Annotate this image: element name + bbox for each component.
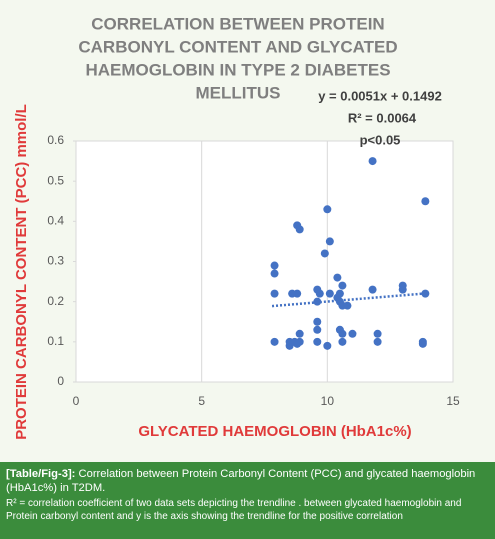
point [270,261,279,270]
point [325,237,334,246]
point [313,337,322,346]
annotation: p<0.05 [360,132,401,147]
point [270,289,279,298]
point [333,273,342,282]
annotation: R² = 0.0064 [348,110,417,125]
point [338,329,347,338]
point [270,337,279,346]
point [295,337,304,346]
caption-text: Correlation between Protein Carbonyl Con… [6,468,476,494]
point [338,281,347,290]
y-tick-label: 0.5 [47,173,64,187]
point [398,285,407,294]
caption-note: R² = correlation coefficient of two data… [6,498,462,522]
point [315,289,324,298]
caption-label: [Table/Fig-3]: [6,468,76,480]
x-tick-label: 0 [73,394,80,408]
y-tick-label: 0.6 [47,133,64,147]
point [421,197,430,206]
plot-area [75,140,454,383]
point [323,341,332,350]
point [293,289,302,298]
point [338,337,347,346]
point [313,317,322,326]
x-tick-label: 10 [321,394,335,408]
caption: [Table/Fig-3]: Correlation between Prote… [0,462,495,539]
x-tick-label: 15 [446,394,460,408]
point [295,225,304,234]
point [313,297,322,306]
y-tick-label: 0 [57,374,64,388]
point [418,339,427,348]
chart-title: CORRELATION BETWEEN PROTEIN [91,14,384,33]
point [368,285,377,294]
y-axis-label: PROTEIN CARBONYL CONTENT (PCC) mmol/L [13,104,30,440]
point [373,329,382,338]
point [323,205,332,214]
chart-title: CARBONYL CONTENT AND GLYCATED [78,37,397,56]
x-tick-label: 5 [198,394,205,408]
point [343,301,352,310]
y-tick-label: 0.3 [47,254,64,268]
point [320,249,329,258]
point [373,337,382,346]
y-tick-label: 0.2 [47,294,64,308]
x-axis-label: GLYCATED HAEMOGLOBIN (HbA1c%) [138,423,411,440]
point [335,289,344,298]
chart: CORRELATION BETWEEN PROTEIN CARBONYL CONT… [13,14,460,440]
point [348,329,357,338]
point [313,325,322,334]
point [368,157,377,166]
chart-title: MELLITUS [196,83,281,102]
y-tick-label: 0.4 [47,214,64,228]
point [295,329,304,338]
chart-title: HAEMOGLOBIN IN TYPE 2 DIABETES [85,60,390,79]
point [270,269,279,278]
point [421,289,430,298]
y-tick-label: 0.1 [47,334,64,348]
annotation: y = 0.0051x + 0.1492 [318,88,442,103]
point [325,289,334,298]
